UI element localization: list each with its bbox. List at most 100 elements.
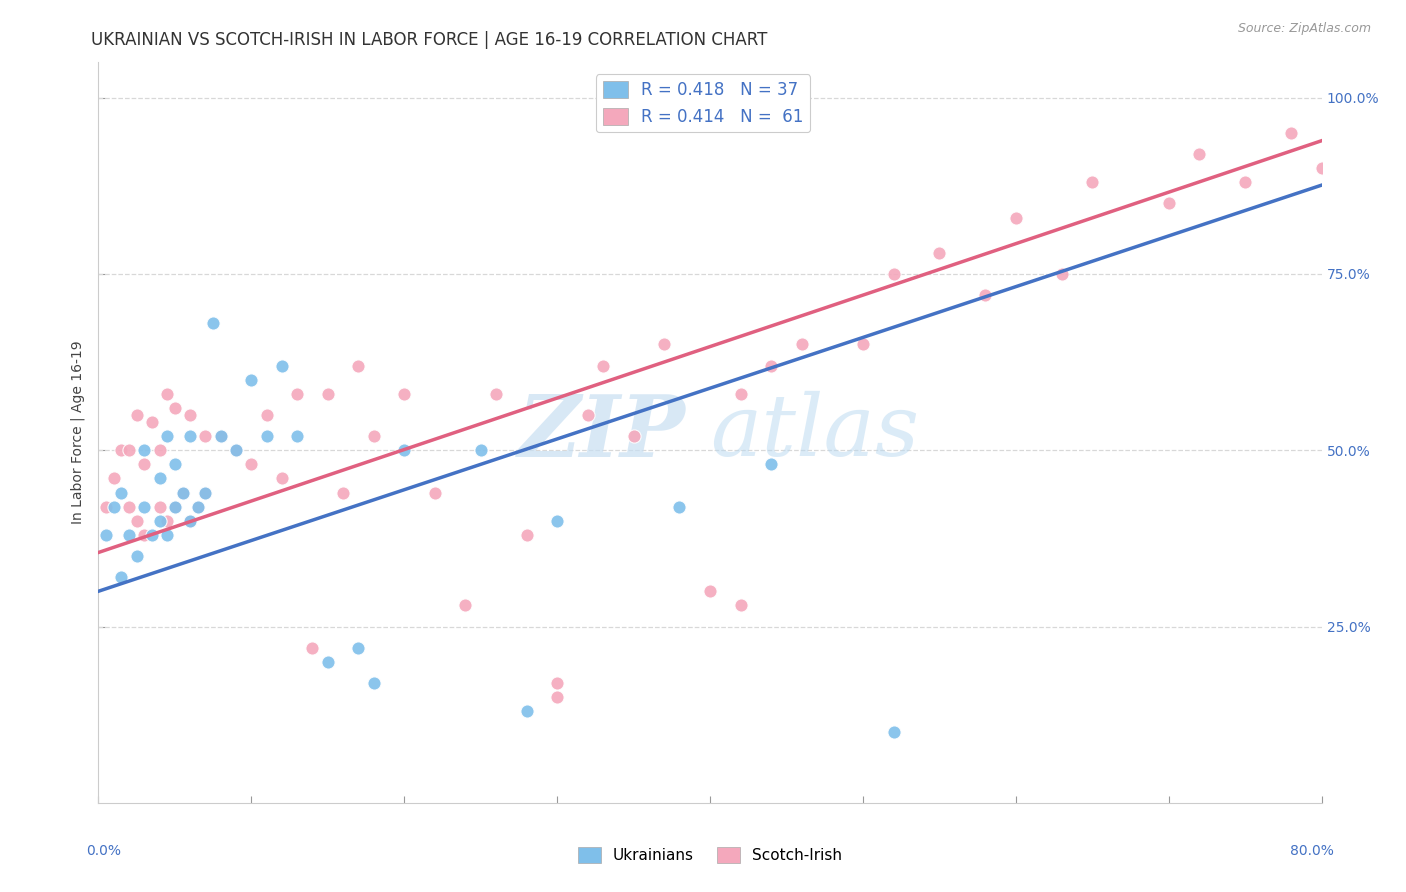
Point [759,458,782,472]
Point [623,429,645,443]
Point [516,528,538,542]
Point [149,500,172,514]
Legend: Ukrainians, Scotch-Irish: Ukrainians, Scotch-Irish [572,841,848,869]
Point [1188,147,1211,161]
Point [470,443,492,458]
Point [270,359,292,373]
Point [1279,126,1302,140]
Point [316,655,339,669]
Point [730,387,752,401]
Point [163,458,186,472]
Point [699,584,721,599]
Point [592,359,614,373]
Point [883,267,905,281]
Point [149,471,172,485]
Point [240,458,263,472]
Point [1157,196,1180,211]
Point [485,387,508,401]
Point [256,408,278,422]
Point [668,500,690,514]
Point [172,485,194,500]
Point [363,429,385,443]
Point [209,429,232,443]
Point [759,359,782,373]
Point [730,599,752,613]
Point [301,640,323,655]
Point [134,458,156,472]
Point [1310,161,1333,176]
Point [103,471,125,485]
Point [118,500,141,514]
Point [134,500,156,514]
Point [576,408,599,422]
Point [118,443,141,458]
Point [928,245,950,260]
Point [179,514,201,528]
Point [790,337,813,351]
Point [202,316,225,330]
Point [516,704,538,718]
Point [240,373,263,387]
Point [110,570,132,584]
Point [332,485,354,500]
Point [94,528,117,542]
Point [134,528,156,542]
Point [225,443,247,458]
Point [141,415,163,429]
Y-axis label: In Labor Force | Age 16-19: In Labor Force | Age 16-19 [70,341,86,524]
Point [179,429,201,443]
Point [156,387,179,401]
Point [270,471,292,485]
Point [423,485,446,500]
Point [149,443,172,458]
Point [125,549,148,563]
Point [546,514,568,528]
Point [392,443,416,458]
Point [1050,267,1073,281]
Point [187,500,209,514]
Point [194,429,217,443]
Point [1004,211,1026,225]
Point [110,443,132,458]
Text: atlas: atlas [710,392,920,474]
Text: Source: ZipAtlas.com: Source: ZipAtlas.com [1237,22,1371,36]
Point [110,485,132,500]
Point [141,528,163,542]
Point [974,288,997,302]
Text: UKRAINIAN VS SCOTCH-IRISH IN LABOR FORCE | AGE 16-19 CORRELATION CHART: UKRAINIAN VS SCOTCH-IRISH IN LABOR FORCE… [91,31,768,49]
Point [156,528,179,542]
Point [118,528,141,542]
Point [852,337,875,351]
Point [179,408,201,422]
Point [134,443,156,458]
Point [179,514,201,528]
Point [546,690,568,704]
Point [209,429,232,443]
Point [94,500,117,514]
Point [285,429,308,443]
Point [187,500,209,514]
Point [163,500,186,514]
Point [652,337,675,351]
Point [392,387,416,401]
Point [149,514,172,528]
Point [194,485,217,500]
Point [125,514,148,528]
Point [194,485,217,500]
Point [163,500,186,514]
Point [256,429,278,443]
Point [363,676,385,690]
Point [125,408,148,422]
Point [285,387,308,401]
Point [1081,175,1104,189]
Point [546,676,568,690]
Point [225,443,247,458]
Point [347,640,370,655]
Point [883,725,905,739]
Point [172,485,194,500]
Text: 80.0%: 80.0% [1289,844,1334,857]
Point [1234,175,1257,189]
Point [454,599,477,613]
Point [163,401,186,415]
Point [156,429,179,443]
